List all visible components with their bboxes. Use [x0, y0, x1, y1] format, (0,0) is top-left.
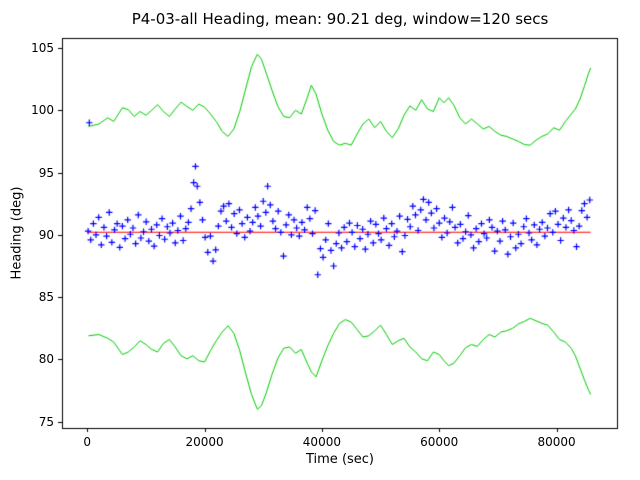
y-tick-label: 75: [38, 414, 54, 429]
y-tick-label: 90: [38, 227, 54, 242]
y-tick-label: 100: [31, 103, 54, 118]
y-tick-label: 105: [31, 40, 54, 55]
x-tick-label: 40000: [302, 435, 341, 449]
y-tick-label: 85: [38, 290, 54, 305]
x-axis-label: Time (sec): [305, 452, 375, 467]
x-tick-label: 20000: [185, 435, 224, 449]
y-tick-label: 80: [38, 352, 54, 367]
x-tick-label: 60000: [420, 435, 459, 449]
x-tick-label: 80000: [537, 435, 576, 449]
y-axis-label: Heading (deg): [9, 186, 25, 280]
y-tick-label: 95: [38, 165, 54, 180]
x-tick-label: 0: [83, 435, 92, 449]
chart-title: P4-03-all Heading, mean: 90.21 deg, wind…: [131, 10, 549, 28]
